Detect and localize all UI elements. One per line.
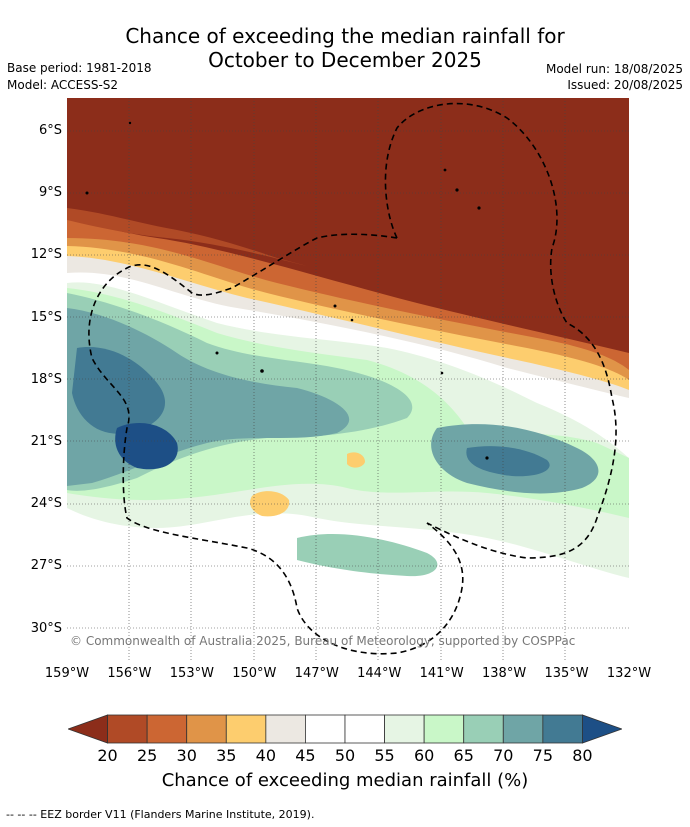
colorbar-segment xyxy=(265,714,306,744)
lat-tick-label: 15°S xyxy=(30,309,62,325)
issued-date: Issued: 20/08/2025 xyxy=(567,78,683,92)
map-canvas xyxy=(67,98,629,660)
colorbar-segment xyxy=(344,714,385,744)
colorbar-tick-label: 65 xyxy=(453,746,474,765)
lon-tick-label: 153°W xyxy=(169,666,214,681)
wet-80-patch xyxy=(72,347,166,434)
colorbar-segment xyxy=(502,714,544,744)
title-line-2: October to December 2025 xyxy=(208,48,482,72)
band-25 xyxy=(67,210,629,370)
colorbar-tick-label: 20 xyxy=(97,746,118,765)
lat-tick-label: 21°S xyxy=(30,434,62,449)
lat-tick-label: 24°S xyxy=(30,496,62,512)
band-20 xyxy=(67,98,629,353)
wet-east-core xyxy=(466,446,550,477)
colorbar-svg xyxy=(66,714,624,744)
colorbar-tick-label: 40 xyxy=(255,746,277,765)
colorbar-tick-label: 30 xyxy=(176,746,197,765)
graticule xyxy=(67,98,629,660)
eez-border xyxy=(88,102,617,655)
colorbar-label: Chance of exceeding median rainfall (%) xyxy=(161,770,529,791)
colorbar-tick-label: 55 xyxy=(374,746,395,765)
colorbar-tick-label: 70 xyxy=(493,746,514,765)
lon-tick-label: 144°W xyxy=(357,666,402,681)
lon-tick-label: 150°W xyxy=(232,666,277,681)
colorbar-segment xyxy=(186,714,227,744)
band-35-40 xyxy=(67,238,629,390)
colorbar-tick-label: 75 xyxy=(532,746,554,765)
colorbar-segment xyxy=(66,714,108,744)
lon-tick-label: 135°W xyxy=(544,666,589,681)
colorbar-segment xyxy=(542,714,583,744)
lon-tick-label: 147°W xyxy=(294,666,339,681)
lon-tick-label: 141°W xyxy=(419,666,464,681)
lat-tick-label: 9°S xyxy=(38,185,62,201)
rainfall-map xyxy=(67,98,629,660)
model-name: Model: ACCESS-S2 xyxy=(7,78,119,92)
lat-tick-label: 18°S xyxy=(30,371,62,387)
colorbar-segment xyxy=(384,714,425,744)
eez-legend-note: -- -- -- EEZ border V11 (Flanders Marine… xyxy=(6,808,315,821)
colorbar-tick-label: 60 xyxy=(413,746,435,765)
lat-tick-label: 6°S xyxy=(38,123,62,138)
lat-tick-label: 27°S xyxy=(30,558,62,574)
colorbar-tick-label: 35 xyxy=(216,746,237,765)
band-20-west xyxy=(67,208,307,266)
colorbar-segment xyxy=(146,714,188,744)
colorbar-segment xyxy=(423,714,465,744)
model-run: Model run: 18/08/2025 xyxy=(545,62,683,76)
colorbar-tick-label: 45 xyxy=(295,746,316,765)
lon-tick-label: 138°W xyxy=(482,666,527,681)
copyright-notice: © Commonwealth of Australia 2025, Bureau… xyxy=(70,634,576,648)
title-line-1: Chance of exceeding the median rainfall … xyxy=(125,24,565,48)
dry-patch-b xyxy=(347,452,365,468)
band-30 xyxy=(67,223,629,380)
colorbar-segment xyxy=(463,714,504,744)
base-period: Base period: 1981-2018 xyxy=(7,61,152,75)
lon-tick-label: 132°W xyxy=(606,666,652,681)
wet-south-patch xyxy=(297,533,438,577)
lat-tick-label: 12°S xyxy=(30,247,62,263)
lon-tick-label: 156°W xyxy=(107,666,152,681)
colorbar-segment xyxy=(305,714,346,744)
colorbar-segment xyxy=(107,714,148,744)
lon-tick-label: 159°W xyxy=(44,666,90,681)
wet-85-patch xyxy=(115,423,178,470)
colorbar-segment xyxy=(225,714,267,744)
dry-patch-a xyxy=(250,491,290,517)
colorbar-tick-label: 80 xyxy=(572,746,593,765)
colorbar xyxy=(66,714,624,744)
lat-tick-label: 30°S xyxy=(30,620,62,636)
islands xyxy=(85,121,489,460)
colorbar-tick-label: 25 xyxy=(136,746,158,765)
colorbar-segment xyxy=(582,714,624,744)
colorbar-tick-label: 50 xyxy=(334,746,356,765)
